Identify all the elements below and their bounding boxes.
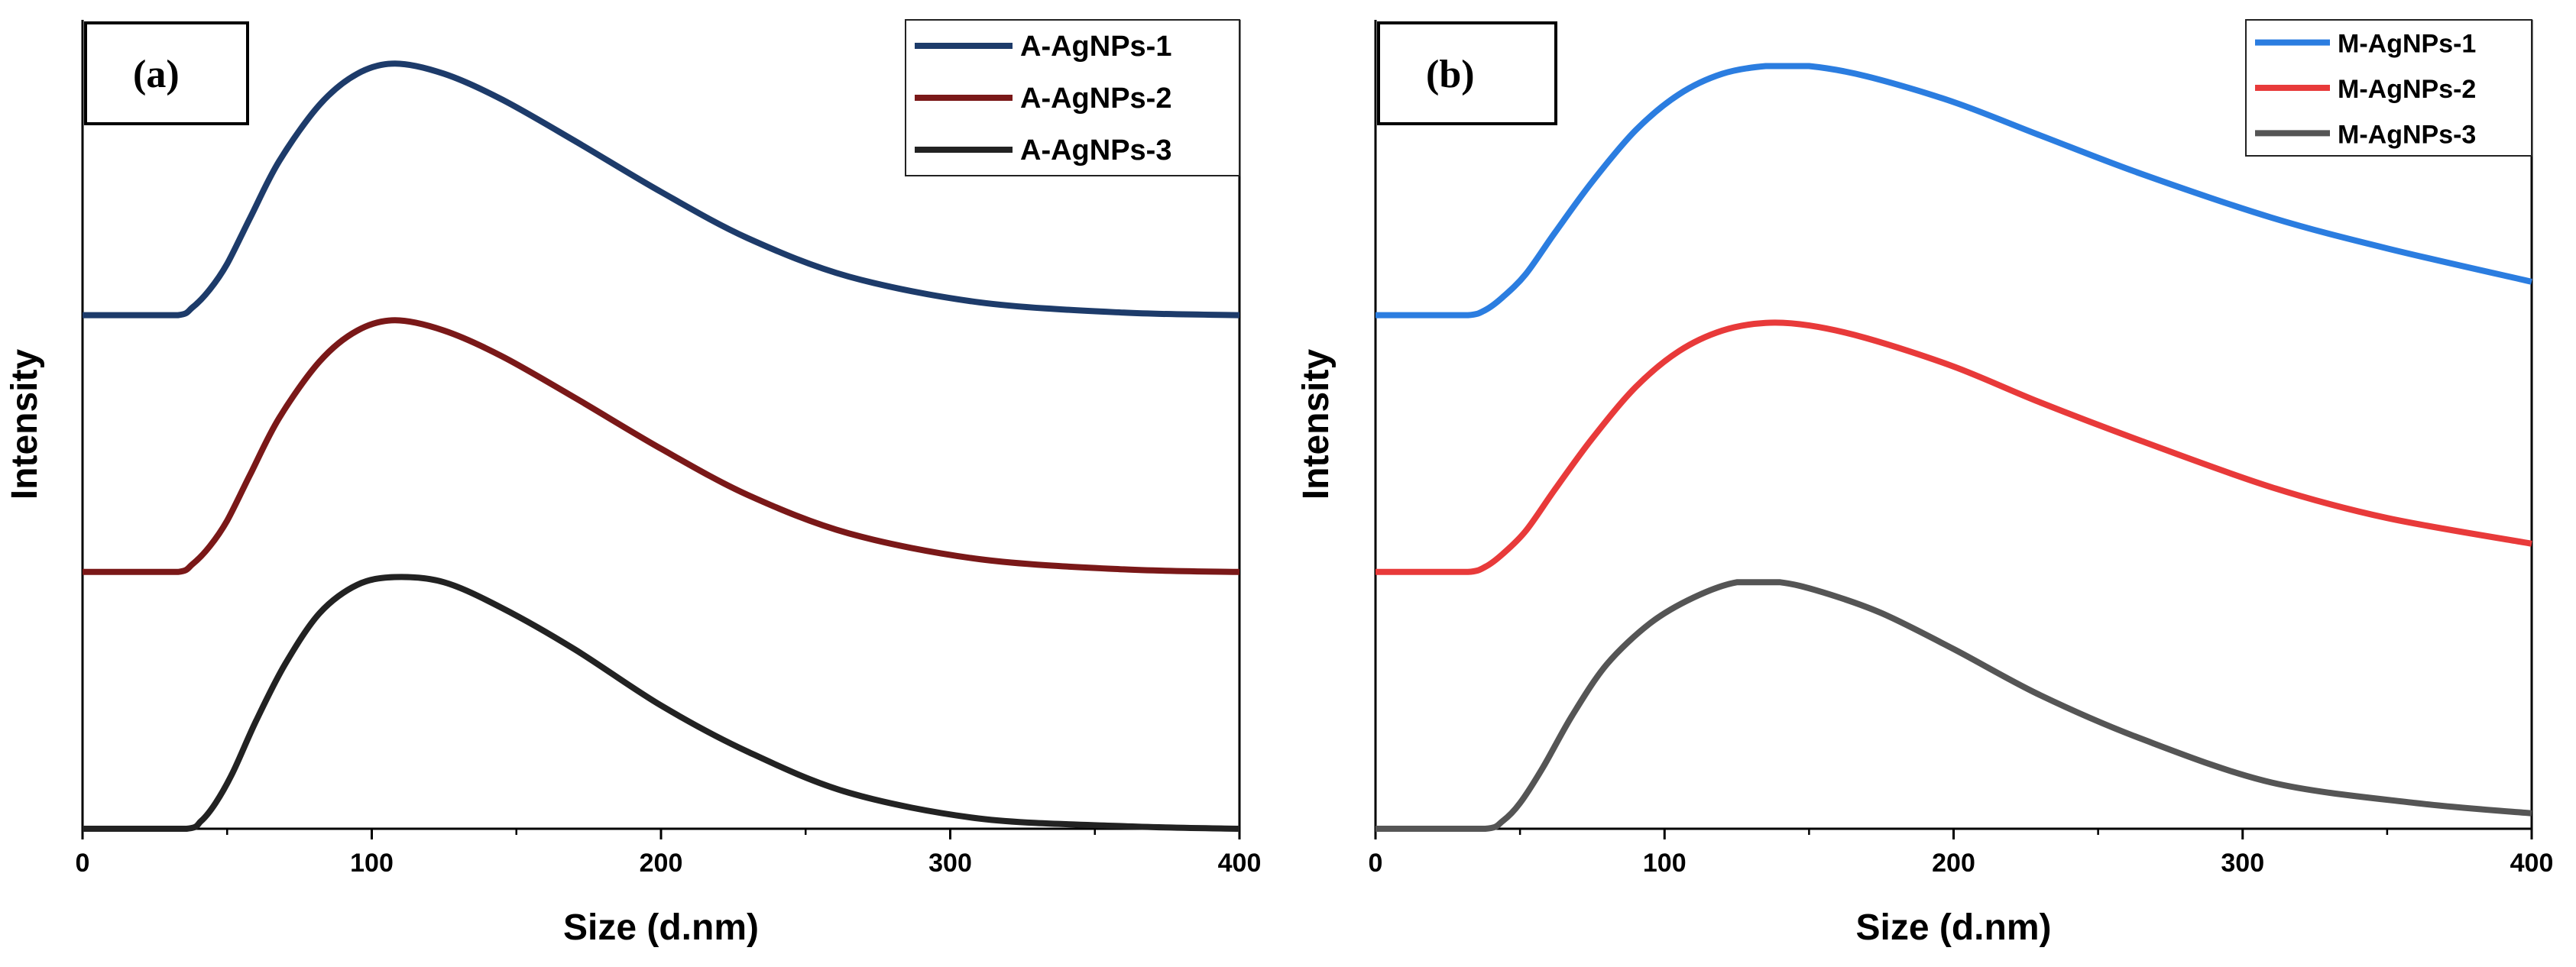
panel-b-legend-label-1: M-AgNPs-1 [2338,30,2476,59]
panel-b-label: (b) [1426,53,1475,96]
panel-b-x-axis-title: Size (d.nm) [1855,907,2051,948]
panel-a-x-tick-label-1: 100 [350,849,394,878]
panel-b-x-tick-label-4: 400 [2510,849,2554,878]
panel-a-x-tick-label-4: 400 [1218,849,1262,878]
panel-a-chart: 0 100 200 300 400 Size (d.nm) Intensity A-AgNPs… [5,19,1262,948]
panel-b-series-line-2 [1375,319,2532,575]
panel-b-legend-label-2: M-AgNPs-2 [2338,75,2476,104]
panel-a-label-box [84,21,249,125]
panel-a-legend-label-3: A-AgNPs-3 [1020,134,1171,167]
panel-b-x-tick-label-3: 300 [2221,849,2264,878]
panel-b-chart: 0 100 200 300 400 Size (d.nm) Intensity M-AgNPs… [1296,19,2554,948]
panel-a-label: (a) [133,53,180,96]
panel-a-legend-label-2: A-AgNPs-2 [1020,82,1171,115]
panel-a-x-tick-label-2: 200 [640,849,683,878]
panel-b-legend-label-3: M-AgNPs-3 [2338,120,2476,149]
panel-b-x-tick-label-0: 0 [1369,849,1383,878]
panel-a-series-line-2 [83,317,1240,575]
panel-b-x-tick-label-1: 100 [1643,849,1687,878]
panel-b-series-line-3 [1375,579,2532,833]
panel-b-label-box [1377,21,1557,125]
panel-b-y-axis-title: Intensity [1296,349,1337,500]
panel-a-series-line-3 [83,574,1240,832]
panel-b-series-line-1 [1375,63,2532,319]
panel-a-x-tick-label-0: 0 [76,849,90,878]
panel-a-x-axis-title: Size (d.nm) [563,907,759,948]
panel-b-x-tick-label-2: 200 [1932,849,1975,878]
panel-a-x-tick-label-3: 300 [928,849,972,878]
panel-a-y-axis-title: Intensity [5,349,45,500]
panel-a-series-line-1 [83,60,1240,319]
panel-a-legend-label-1: A-AgNPs-1 [1020,31,1171,63]
